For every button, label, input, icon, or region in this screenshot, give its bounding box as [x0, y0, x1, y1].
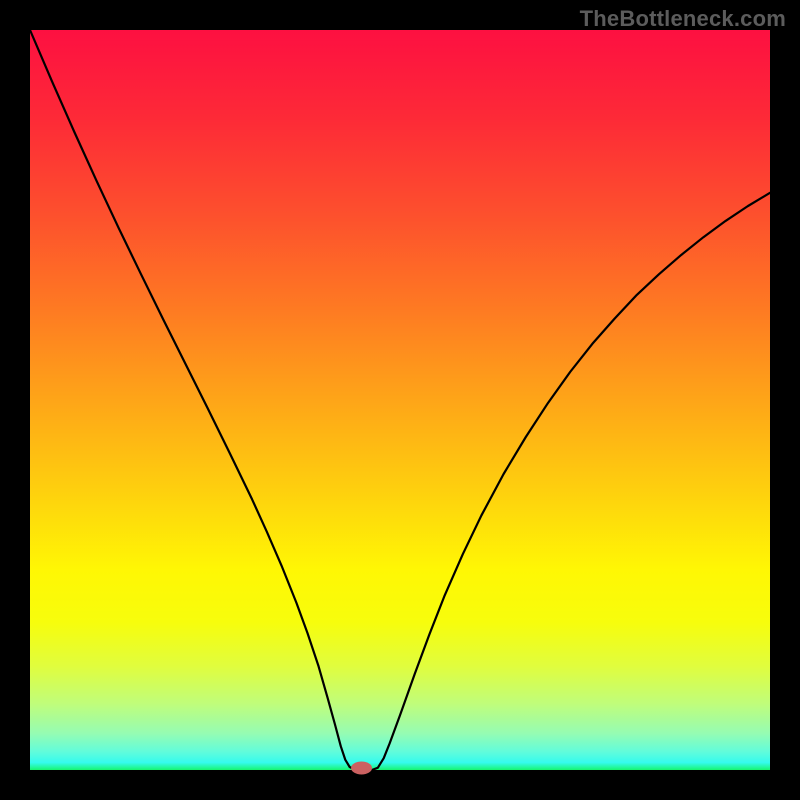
optimal-point-marker [352, 762, 372, 774]
plot-background [30, 30, 770, 770]
bottleneck-chart-svg [0, 0, 800, 800]
chart-container: TheBottleneck.com [0, 0, 800, 800]
watermark-text: TheBottleneck.com [580, 6, 786, 32]
